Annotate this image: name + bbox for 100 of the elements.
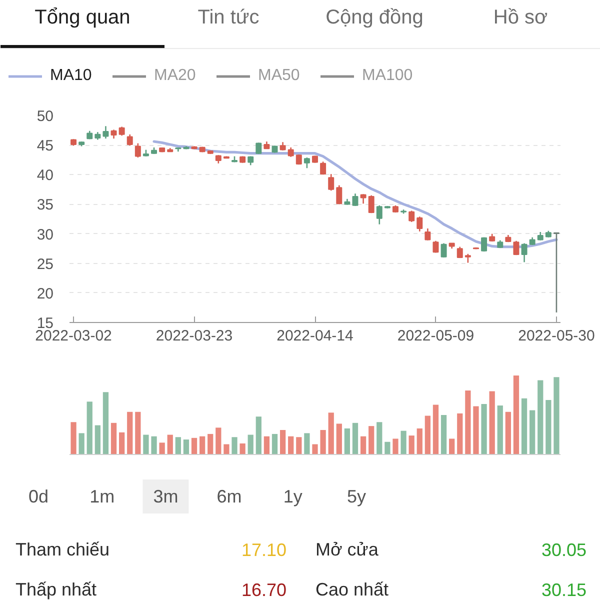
candlestick bbox=[368, 194, 374, 214]
x-tick-label: 2022-05-09 bbox=[397, 328, 474, 344]
bar bbox=[392, 438, 398, 454]
bar bbox=[538, 380, 544, 454]
legend-label: MA50 bbox=[258, 66, 300, 86]
x-tick-label: 2022-03-23 bbox=[156, 328, 233, 344]
text: 6m bbox=[216, 486, 242, 506]
candlestick bbox=[320, 160, 326, 176]
legend-label: MA10 bbox=[50, 66, 92, 86]
bar bbox=[127, 412, 133, 454]
bar bbox=[505, 412, 511, 454]
y-tick-label: 40 bbox=[36, 167, 54, 184]
text: Tin tức bbox=[198, 6, 260, 28]
data-label: 17.10 bbox=[241, 540, 287, 560]
y-tick-label: 45 bbox=[36, 138, 54, 155]
bar bbox=[183, 439, 190, 454]
text: 1y bbox=[283, 486, 302, 506]
candlestick bbox=[440, 242, 447, 258]
bar bbox=[264, 436, 270, 454]
bar bbox=[336, 424, 342, 454]
bar bbox=[328, 412, 334, 454]
text: 1m bbox=[90, 486, 115, 506]
legend-label: MA100 bbox=[362, 66, 413, 86]
category-label: Mở cửa bbox=[316, 540, 380, 560]
bar bbox=[449, 438, 455, 454]
bar bbox=[240, 443, 246, 454]
bar bbox=[376, 422, 382, 454]
candlestick bbox=[424, 228, 431, 241]
bar bbox=[497, 406, 503, 454]
candlestick bbox=[288, 146, 294, 158]
y-tick-label: 35 bbox=[36, 196, 54, 214]
bar bbox=[465, 390, 471, 454]
bar bbox=[344, 428, 350, 454]
candlestick bbox=[553, 232, 560, 314]
text: 3m bbox=[153, 486, 178, 506]
category-label: Thấp nhất bbox=[16, 580, 97, 600]
bar bbox=[432, 404, 439, 454]
y-tick-label: 20 bbox=[36, 285, 54, 302]
bar bbox=[424, 416, 431, 454]
text: 5y bbox=[346, 486, 366, 506]
bar bbox=[521, 398, 528, 454]
bar bbox=[312, 444, 318, 454]
bar bbox=[473, 406, 479, 454]
category-label: Cao nhất bbox=[316, 580, 389, 600]
bar bbox=[272, 434, 278, 454]
bar bbox=[360, 436, 366, 454]
y-tick-label: 25 bbox=[36, 256, 54, 273]
candlestick bbox=[336, 184, 342, 205]
bar bbox=[70, 422, 76, 454]
candlestick bbox=[360, 194, 366, 204]
bar bbox=[102, 392, 109, 454]
bar bbox=[175, 437, 181, 454]
bar bbox=[296, 437, 302, 454]
bar bbox=[546, 400, 552, 454]
bar bbox=[352, 422, 358, 454]
bar bbox=[280, 430, 286, 454]
bar bbox=[216, 428, 222, 454]
candlestick bbox=[376, 204, 382, 225]
data-label: 16.70 bbox=[241, 580, 287, 600]
bar bbox=[232, 437, 238, 454]
bar bbox=[191, 438, 198, 454]
bar bbox=[481, 404, 487, 454]
x-tick-label: 2022-04-14 bbox=[276, 328, 354, 344]
candlestick bbox=[102, 125, 109, 140]
bar bbox=[208, 434, 214, 454]
bar bbox=[94, 425, 100, 454]
legend-label: MA20 bbox=[154, 66, 196, 86]
text: Hồ sơ bbox=[493, 6, 548, 28]
data-label: 30.15 bbox=[541, 580, 587, 600]
category-label: Tham chiếu bbox=[16, 540, 110, 560]
bar bbox=[489, 391, 495, 454]
bar bbox=[224, 444, 230, 454]
bar bbox=[135, 412, 141, 454]
bar bbox=[440, 415, 447, 454]
bar bbox=[320, 430, 326, 454]
candlestick bbox=[126, 134, 133, 146]
bar bbox=[110, 422, 117, 454]
bar bbox=[159, 442, 165, 454]
bar bbox=[199, 436, 206, 454]
candlestick bbox=[521, 242, 528, 263]
bar bbox=[368, 426, 374, 454]
candlestick bbox=[513, 240, 520, 256]
candlestick bbox=[134, 142, 141, 158]
bar bbox=[86, 402, 92, 454]
bar bbox=[151, 436, 157, 454]
x-tick-label: 2022-05-30 bbox=[518, 328, 595, 344]
bar bbox=[457, 413, 463, 454]
bar bbox=[384, 442, 390, 454]
y-tick-label: 30 bbox=[36, 226, 54, 244]
bar bbox=[513, 376, 520, 454]
y-tick-label: 50 bbox=[36, 108, 54, 125]
bar bbox=[408, 436, 414, 454]
bar bbox=[256, 416, 262, 454]
x-tick-label: 2022-03-02 bbox=[35, 328, 112, 344]
bar bbox=[288, 436, 294, 454]
candlestick bbox=[256, 142, 262, 155]
bar bbox=[78, 433, 84, 454]
data-label: 30.05 bbox=[541, 540, 587, 560]
bar bbox=[167, 434, 173, 454]
text: Cộng đồng bbox=[326, 6, 424, 28]
